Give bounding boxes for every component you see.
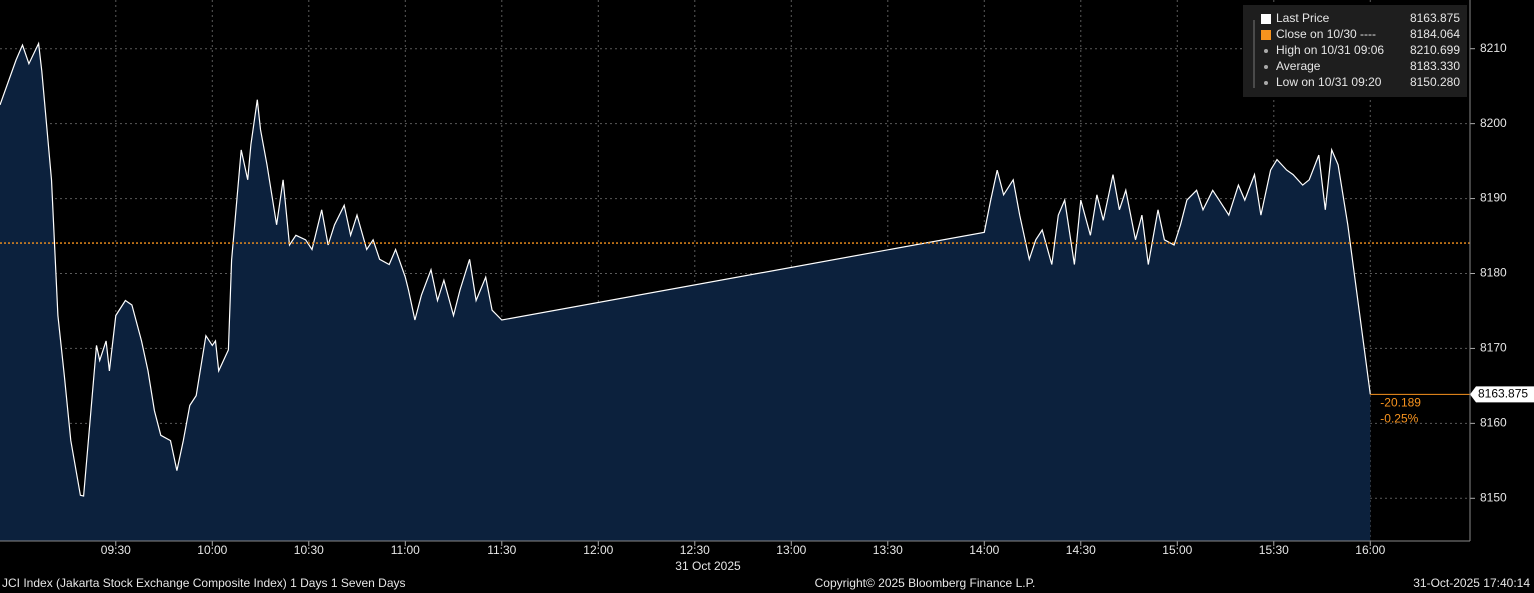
x-tick-label: 16:00 [1355, 543, 1385, 557]
y-tick-label: 8150 [1480, 490, 1507, 504]
y-tick-label: 8200 [1480, 116, 1507, 130]
x-tick-label: 09:30 [101, 543, 131, 557]
legend-value: 8184.064 [1410, 27, 1460, 41]
area [0, 43, 1371, 541]
x-tick-label: 13:00 [776, 543, 806, 557]
change-pct-label: -0.25% [1380, 411, 1418, 425]
x-tick-label: 10:00 [197, 543, 227, 557]
x-tick-label: 12:30 [680, 543, 710, 557]
y-tick-label: 8160 [1480, 416, 1507, 430]
x-tick-label: 11:30 [487, 543, 516, 557]
legend-box [1243, 5, 1467, 97]
legend-swatch [1261, 30, 1271, 40]
x-tick-label: 12:00 [583, 543, 613, 557]
x-tick-label: 14:00 [969, 543, 999, 557]
timestamp: 31-Oct-2025 17:40:14 [1413, 576, 1530, 590]
legend-name: Last Price [1276, 11, 1330, 25]
date-label: 31 Oct 2025 [675, 559, 741, 573]
legend-glyph [1264, 81, 1268, 85]
legend-glyph [1264, 65, 1268, 69]
last-price-tag [1470, 386, 1534, 403]
legend-value: 8210.699 [1410, 43, 1460, 57]
y-tick-label: 8210 [1480, 41, 1507, 55]
change-label: -20.189 [1380, 395, 1421, 409]
last-price-label: 8163.875 [1478, 386, 1528, 400]
legend-name: Close on 10/30 ---- [1276, 27, 1376, 41]
x-tick-label: 14:30 [1066, 543, 1096, 557]
y-tick-label: 8180 [1480, 266, 1507, 280]
x-tick-label: 10:30 [294, 543, 324, 557]
x-tick-label: 15:00 [1162, 543, 1192, 557]
legend-name: Average [1276, 59, 1321, 73]
legend-name: Low on 10/31 09:20 [1276, 75, 1382, 89]
legend-swatch [1261, 14, 1271, 24]
x-tick-label: 15:30 [1259, 543, 1289, 557]
footer-title: JCI Index (Jakarta Stock Exchange Compos… [2, 576, 406, 590]
legend-value: 8163.875 [1410, 11, 1460, 25]
legend-name: High on 10/31 09:06 [1276, 43, 1384, 57]
y-tick-label: 8190 [1480, 191, 1507, 205]
x-tick-label: 13:30 [873, 543, 903, 557]
copyright: Copyright© 2025 Bloomberg Finance L.P. [815, 576, 1036, 590]
legend-value: 8183.330 [1410, 59, 1460, 73]
legend-value: 8150.280 [1410, 75, 1460, 89]
price-line [0, 41, 1371, 497]
legend-glyph [1264, 49, 1268, 53]
y-tick-label: 8170 [1480, 341, 1507, 355]
x-tick-label: 11:00 [391, 543, 420, 557]
